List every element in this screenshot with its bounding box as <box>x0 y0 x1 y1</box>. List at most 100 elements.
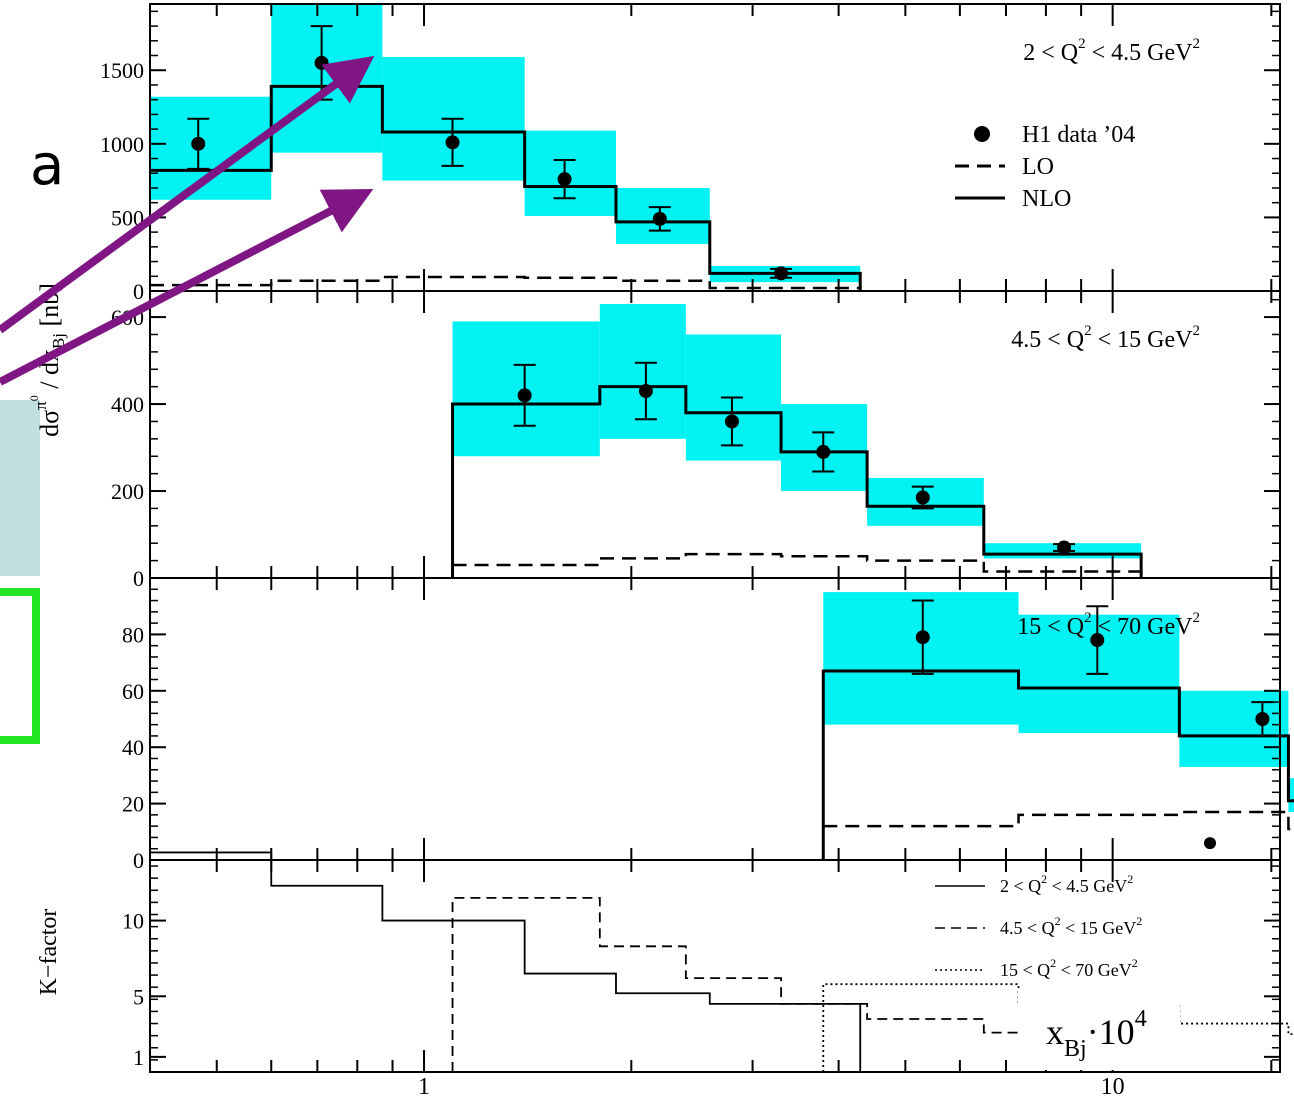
panel-label-text: < 15 GeV <box>1092 327 1194 353</box>
k-legend-text: 15 < Q <box>1000 960 1050 980</box>
data-point <box>1057 540 1072 555</box>
nlo-line <box>150 84 862 291</box>
xlabel-mult: ·10 <box>1087 1012 1135 1052</box>
legend-data-label: H1 data ’04 <box>1022 122 1135 148</box>
k-legend-exp: 2 <box>1055 914 1061 928</box>
y-tick-label: 80 <box>122 622 144 647</box>
ylabel-main: dσ <box>35 410 64 437</box>
lo-line <box>452 552 1142 573</box>
y-tick-label: 1 <box>133 1045 144 1070</box>
data-point <box>915 630 930 645</box>
lightblue-box <box>0 400 40 576</box>
y-tick-label: 40 <box>122 735 144 760</box>
data-point <box>652 211 667 226</box>
k-legend-text: 4.5 < Q <box>1000 918 1055 938</box>
panel-label-exp: 2 <box>1084 610 1092 626</box>
k-legend-exp: 2 <box>1136 914 1142 928</box>
nlo-band <box>599 304 686 439</box>
annotation-arrow-2 <box>0 188 374 386</box>
panel-2: 4.5 < Q2 < 15 GeV20200400600 <box>111 290 1281 591</box>
k-legend-label: 4.5 < Q2 < 15 GeV2 <box>1000 914 1142 938</box>
panel-label-text: < 4.5 GeV <box>1086 40 1194 66</box>
y-tick-label: 200 <box>111 479 144 504</box>
y-tick-label: 1000 <box>100 132 144 157</box>
nlo-line <box>821 669 1294 860</box>
nlo-band <box>823 592 1019 725</box>
y-tick-label: 10 <box>122 909 144 934</box>
xlabel-box <box>1018 988 1180 1070</box>
x-axis-label: xBj·104 <box>1046 1006 1147 1062</box>
xlabel-exp: 4 <box>1135 1006 1147 1032</box>
k-legend-label: 2 < Q2 < 4.5 GeV2 <box>1000 872 1133 896</box>
data-point <box>445 135 460 150</box>
panel-label: 4.5 < Q2 < 15 GeV2 <box>1011 323 1200 353</box>
x-tick-label: 1 <box>418 1074 430 1096</box>
xlabel-main: x <box>1046 1012 1064 1052</box>
lo-line <box>823 810 1294 831</box>
panel-label: 15 < Q2 < 70 GeV2 <box>1017 610 1200 640</box>
annotation-arrows <box>0 55 375 386</box>
data-point <box>557 172 572 187</box>
data-point <box>638 384 653 399</box>
nlo-line <box>451 385 1143 578</box>
nlo-band <box>1179 690 1289 767</box>
panel-frame <box>149 859 1281 1073</box>
y-tick-label: 60 <box>122 679 144 704</box>
data-point <box>1255 712 1270 726</box>
k-factor-line <box>149 851 862 1072</box>
k-legend-text: 2 < Q <box>1000 876 1041 896</box>
k-factor-line <box>822 983 1294 1072</box>
nlo-band <box>524 130 616 216</box>
y-tick-label: 5 <box>133 984 144 1009</box>
panel-label-text: 15 < Q <box>1017 614 1084 640</box>
ylabel-sup: π <box>31 401 50 410</box>
y-tick-label: 1500 <box>100 58 144 83</box>
k-legend-text: < 4.5 GeV <box>1047 876 1127 896</box>
xlabel-sub: Bj <box>1064 1036 1087 1062</box>
legend-data-marker <box>974 126 990 142</box>
legend: H1 data ’04 LO NLO <box>955 122 1135 212</box>
k-factor-line <box>451 896 1143 1072</box>
panel-label-exp: 2 <box>1193 36 1201 52</box>
y-tick-label: 400 <box>111 392 144 417</box>
k-legend-label: 15 < Q2 < 70 GeV2 <box>1000 956 1138 980</box>
data-point <box>724 414 739 429</box>
panel-label-text: < 70 GeV <box>1092 614 1194 640</box>
k-legend-exp: 2 <box>1050 956 1056 970</box>
k-factor-label: K−factor <box>36 909 62 996</box>
k-legend-exp: 2 <box>1132 956 1138 970</box>
k-legend-text: < 15 GeV <box>1061 918 1137 938</box>
data-point <box>517 388 532 403</box>
y-tick-label: 0 <box>133 848 144 873</box>
nlo-band <box>1288 778 1294 813</box>
data-point <box>1090 633 1105 648</box>
slide-fragment-letter: a <box>30 133 64 198</box>
panel-label: 2 < Q2 < 4.5 GeV2 <box>1023 36 1200 66</box>
data-point <box>915 490 930 505</box>
data-point <box>816 444 831 459</box>
y-tick-label: 0 <box>133 279 144 304</box>
legend-lo-label: LO <box>1022 154 1054 180</box>
lo-line <box>150 275 861 290</box>
x-tick-label: 10 <box>1101 1074 1125 1096</box>
panel-label-exp: 2 <box>1193 323 1201 339</box>
green-box-inner <box>0 596 32 736</box>
y-tick-label: 0 <box>133 566 144 591</box>
k-legend-text: < 70 GeV <box>1056 960 1132 980</box>
legend-nlo-label: NLO <box>1022 186 1071 212</box>
data-point <box>1204 837 1216 850</box>
annotation-arrow-1 <box>0 55 375 334</box>
panel-label-text: 2 < Q <box>1023 40 1078 66</box>
panel-label-text: 4.5 < Q <box>1011 327 1084 353</box>
panel-label-exp: 2 <box>1078 36 1086 52</box>
k-legend-exp: 2 <box>1127 872 1133 886</box>
data-point <box>314 55 329 70</box>
data-point <box>774 266 789 281</box>
panel-label-exp: 2 <box>1193 610 1201 626</box>
y-tick-label: 20 <box>122 792 144 817</box>
data-point <box>191 136 206 151</box>
ylabel-supsup: 0 <box>27 395 41 401</box>
